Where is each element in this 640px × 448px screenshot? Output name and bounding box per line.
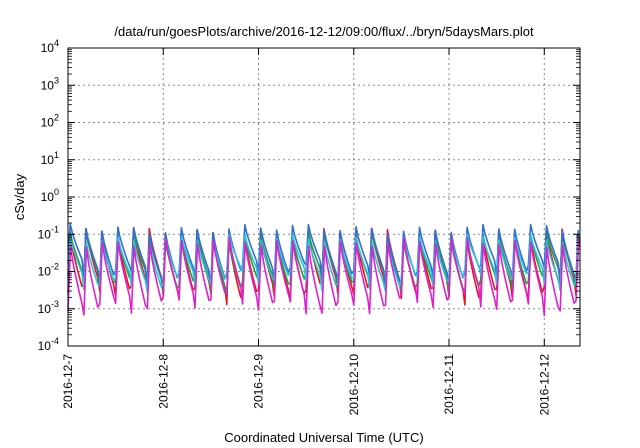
x-tick-label: 2016-12-9 <box>252 354 266 409</box>
x-tick-labels: 2016-12-7 2016-12-8 2016-12-9 2016-12-10 201… <box>61 354 551 416</box>
y-tick-label: 10-1 <box>38 224 59 241</box>
series-group <box>67 223 581 317</box>
x-tick-label: 2016-12-12 <box>537 354 551 416</box>
x-tick-label: 2016-12-7 <box>61 354 75 409</box>
y-axis-label: cSv/day <box>12 173 27 220</box>
x-tick-label: 2016-12-10 <box>347 354 361 416</box>
x-axis-label: Coordinated Universal Time (UTC) <box>224 430 423 445</box>
y-tick-label: 100 <box>41 187 59 204</box>
y-tick-label: 10-3 <box>38 299 59 316</box>
axis-ticks <box>67 47 580 347</box>
y-tick-label: 104 <box>41 38 59 55</box>
y-tick-labels: 104 103 102 101 100 10-1 10-2 10-3 10-4 <box>38 38 59 353</box>
y-tick-label: 10-2 <box>38 262 59 279</box>
y-tick-label: 101 <box>41 150 59 167</box>
x-tick-label: 2016-12-8 <box>156 354 170 409</box>
chart-title: /data/run/goesPlots/archive/2016-12-12/0… <box>114 24 534 39</box>
y-tick-label: 103 <box>41 75 59 92</box>
x-tick-label: 2016-12-11 <box>442 354 456 415</box>
series-line <box>67 236 580 317</box>
y-tick-label: 102 <box>41 113 59 130</box>
y-tick-label: 10-4 <box>38 336 59 353</box>
